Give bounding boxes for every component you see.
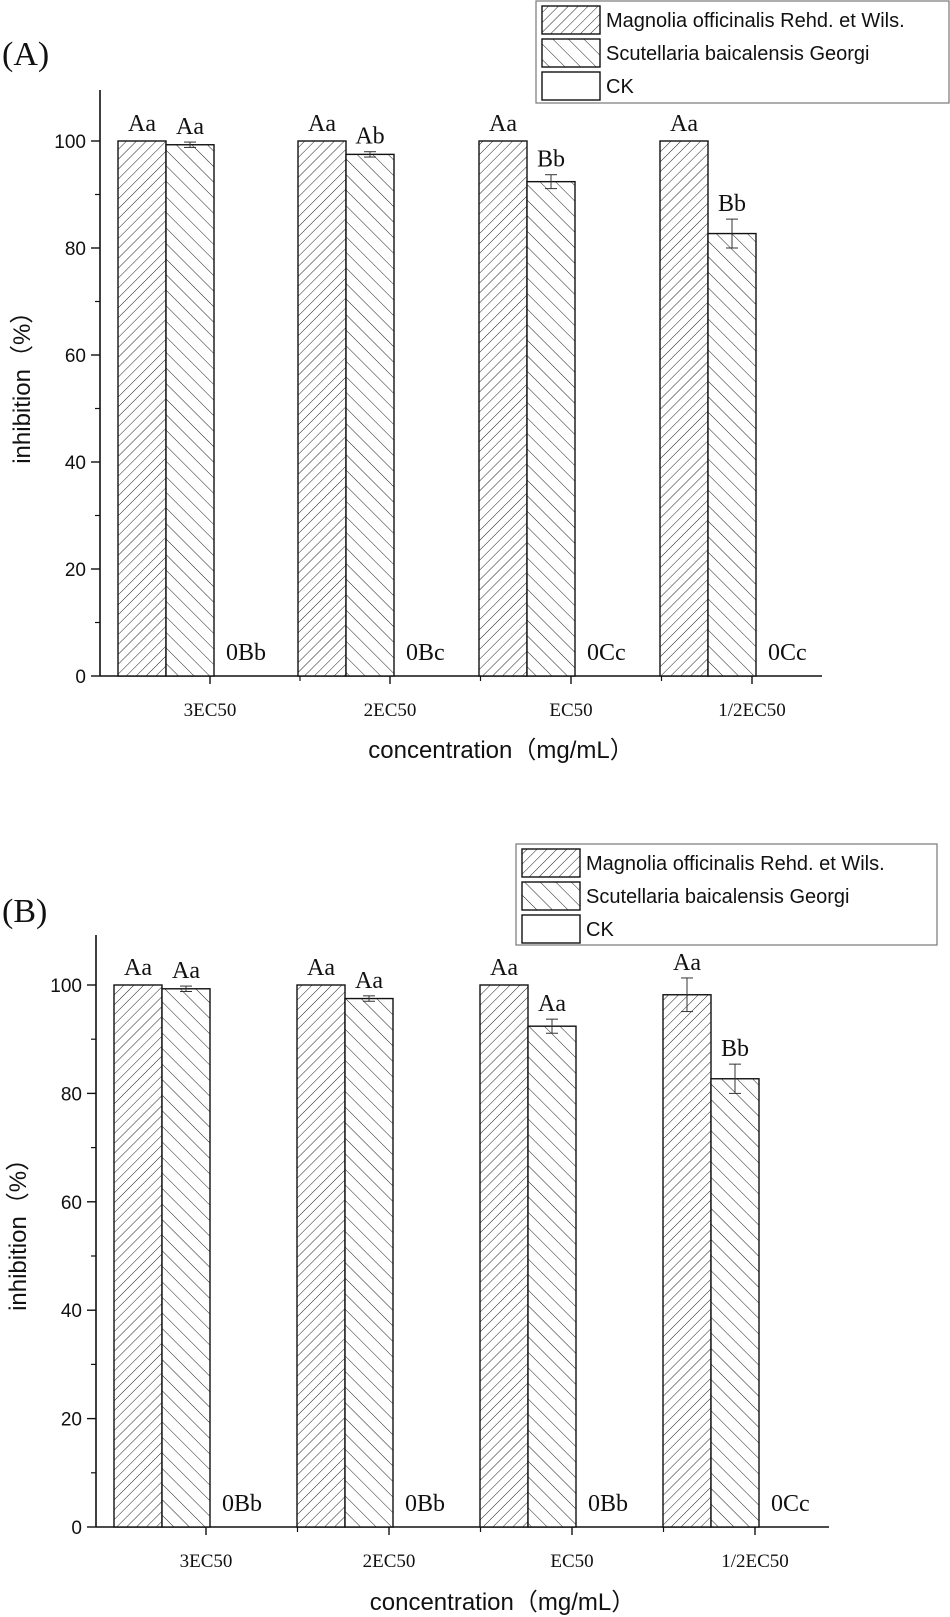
- data-label: Aa: [128, 111, 156, 137]
- data-label: 0Cc: [587, 640, 626, 666]
- panel-label: (B): [2, 893, 47, 930]
- bar: [344, 997, 394, 1528]
- data-label: Aa: [172, 958, 200, 984]
- y-tick-label: 80: [61, 1084, 82, 1105]
- data-label: 0Bb: [226, 640, 266, 666]
- bar: [479, 984, 529, 1528]
- bar: [296, 984, 346, 1528]
- bar: [113, 984, 163, 1528]
- data-label: Aa: [538, 991, 566, 1017]
- bar: [707, 232, 757, 677]
- data-label: 0Bb: [222, 1491, 262, 1517]
- chart-panel-b: (B) 0 20 40 60 80 100 Aa Aa 0Bb 3EC50 Aa Aa 0Bb 2EC50 A…: [2, 843, 938, 1616]
- bar: [117, 140, 167, 677]
- legend-box: [535, 0, 950, 104]
- panel-label: (A): [2, 36, 49, 73]
- data-label: Ab: [355, 124, 384, 150]
- bar: [527, 1025, 577, 1528]
- legend-swatch: [541, 5, 601, 35]
- x-axis-title: concentration（mg/mL）: [370, 1589, 635, 1616]
- data-label: Bb: [718, 191, 746, 217]
- data-label: 0Bb: [405, 1491, 445, 1517]
- bar: [161, 988, 211, 1528]
- legend-swatch: [521, 914, 581, 944]
- y-tick-label: 80: [65, 239, 86, 260]
- bar: [345, 153, 395, 677]
- y-axis-title: inhibition（%）: [5, 1147, 32, 1311]
- data-label: 0Cc: [771, 1491, 810, 1517]
- x-axis-title: concentration（mg/mL）: [368, 737, 633, 764]
- legend-entry: Scutellaria baicalensis Georgi: [586, 886, 849, 908]
- bar: [659, 140, 709, 677]
- data-label: Bb: [537, 147, 565, 173]
- x-tick-label: 1/2EC50: [721, 1551, 789, 1572]
- data-label: Aa: [489, 111, 517, 137]
- data-label: Bb: [721, 1036, 749, 1062]
- legend-entry: CK: [586, 919, 614, 941]
- y-tick-label: 40: [65, 453, 86, 474]
- data-label: Aa: [490, 955, 518, 981]
- legend-swatch: [521, 881, 581, 911]
- data-label: Aa: [308, 111, 336, 137]
- data-label: 0Cc: [768, 640, 807, 666]
- chart-panel-a: (A) 0 20 40 60 80 100 Aa Aa 0Bb 3EC50 Aa Ab 0Bc 2EC50 A…: [2, 0, 950, 764]
- bar: [526, 180, 576, 677]
- x-tick-label: 3EC50: [180, 1551, 233, 1572]
- bar: [297, 140, 347, 677]
- data-label: Aa: [670, 111, 698, 137]
- data-label: Aa: [355, 968, 383, 994]
- legend-swatch: [541, 38, 601, 68]
- x-tick-label: 1/2EC50: [718, 700, 786, 721]
- data-label: 0Bc: [406, 640, 445, 666]
- y-tick-label: 40: [61, 1301, 82, 1322]
- y-tick-label: 100: [50, 976, 82, 997]
- legend-box: [515, 843, 938, 946]
- bar: [662, 994, 712, 1528]
- bar: [165, 144, 215, 677]
- y-tick-label: 60: [65, 346, 86, 367]
- y-tick-label: 100: [54, 132, 86, 153]
- y-tick-label: 0: [75, 667, 86, 688]
- y-tick-label: 20: [61, 1410, 82, 1431]
- x-tick-label: EC50: [550, 1551, 593, 1572]
- legend-entry: CK: [606, 76, 634, 98]
- data-label: Aa: [176, 114, 204, 140]
- x-tick-label: 2EC50: [363, 1551, 416, 1572]
- bar: [710, 1078, 760, 1528]
- x-tick-label: 2EC50: [364, 700, 417, 721]
- bar: [478, 140, 528, 677]
- legend-swatch: [541, 71, 601, 101]
- data-label: 0Bb: [588, 1491, 628, 1517]
- y-tick-label: 0: [71, 1518, 82, 1539]
- y-tick-label: 60: [61, 1193, 82, 1214]
- data-label: Aa: [307, 955, 335, 981]
- legend-entry: Magnolia officinalis Rehd. et Wils.: [606, 10, 905, 32]
- legend-entry: Magnolia officinalis Rehd. et Wils.: [586, 853, 885, 875]
- y-tick-label: 20: [65, 560, 86, 581]
- x-tick-label: 3EC50: [184, 700, 237, 721]
- x-tick-label: EC50: [549, 700, 592, 721]
- y-axis-title: inhibition（%）: [9, 300, 36, 464]
- data-label: Aa: [673, 950, 701, 976]
- data-label: Aa: [124, 955, 152, 981]
- legend-entry: Scutellaria baicalensis Georgi: [606, 43, 869, 65]
- legend-swatch: [521, 848, 581, 878]
